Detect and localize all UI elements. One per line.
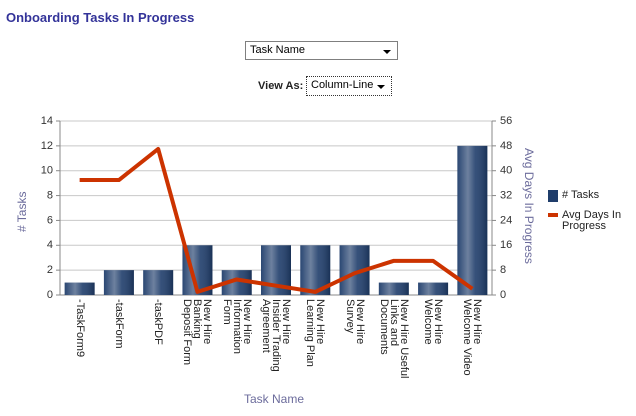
filter-select[interactable]: Task Name (245, 41, 398, 60)
bar-shine (457, 145, 488, 295)
y2-tick-label: 8 (500, 264, 506, 276)
x-tick-label: -TaskForm9 (73, 299, 86, 358)
y2-tick-label: 56 (500, 115, 512, 127)
legend-label: # Tasks (562, 189, 600, 201)
y2-tick-label: 32 (500, 189, 512, 201)
bar-shine (103, 270, 134, 295)
y-tick-label: 4 (47, 239, 53, 251)
view-as-label: View As: (258, 80, 304, 92)
y2-axis-title: Avg Days In Progress (522, 148, 536, 264)
legend-swatch (548, 213, 558, 217)
x-axis-title: Task Name (244, 392, 305, 406)
x-tick-label: New Hire Learning Plan (304, 299, 327, 367)
x-tick-label: New Hire Welcome (422, 299, 445, 345)
bar-shine (378, 282, 409, 295)
y-tick-label: 12 (41, 140, 53, 152)
y-tick-label: 14 (41, 115, 53, 127)
y2-tick-label: 0 (500, 289, 506, 301)
legend-label: Avg Days In Progress (562, 209, 622, 232)
page-title: Onboarding Tasks In Progress (6, 10, 195, 25)
y-tick-label: 0 (47, 289, 53, 301)
y-tick-label: 10 (41, 165, 53, 177)
y2-tick-label: 48 (500, 140, 512, 152)
y2-tick-label: 24 (500, 214, 512, 226)
y-tick-label: 2 (47, 264, 53, 276)
x-tick-label: New Hire Insider Trading Agreement (260, 299, 292, 372)
bar-shine (143, 270, 174, 295)
bar-shine (418, 282, 449, 295)
y2-tick-label: 16 (500, 239, 512, 251)
y2-tick-label: 40 (500, 165, 512, 177)
x-tick-label: New Hire Survey (343, 299, 366, 345)
legend-swatch (548, 190, 558, 202)
y-axis-title: # Tasks (15, 191, 29, 232)
view-as-select[interactable]: Column-Line (306, 76, 392, 96)
x-tick-label: New Hire Information Form (220, 299, 253, 355)
x-tick-label: -taskPDF (152, 299, 165, 345)
x-tick-label: -taskForm (112, 299, 125, 349)
y-tick-label: 6 (47, 214, 53, 226)
bar-shine (64, 282, 95, 295)
x-tick-label: New Hire Banking Deposit Form (181, 299, 214, 366)
y-tick-label: 8 (47, 189, 53, 201)
x-tick-label: New Hire Welcome Video (461, 299, 484, 376)
line (79, 146, 474, 294)
x-tick-label: New Hire Useful Links and Documents (377, 299, 410, 379)
